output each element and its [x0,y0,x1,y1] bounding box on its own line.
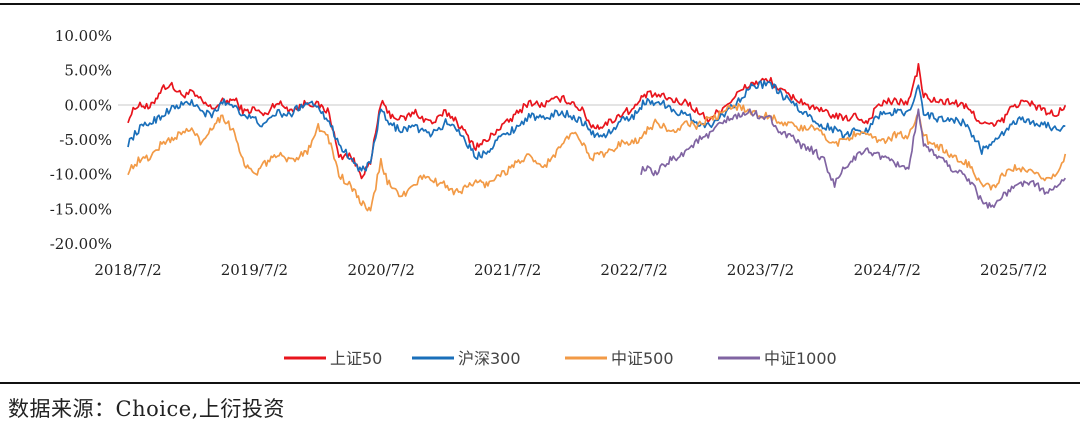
x-axis: 2018/7/2 2019/7/2 2020/7/2 2021/7/2 2022/7/2… [94,261,1047,279]
legend-label: 中证1000 [764,349,837,368]
y-tick-label: -10.00% [50,166,112,184]
x-tick-label: 2023/7/2 [727,261,794,279]
y-tick-label: 5.00% [64,62,112,80]
x-tick-label: 2021/7/2 [474,261,541,279]
legend-label: 上证50 [330,349,382,368]
y-tick-label: -20.00% [50,235,112,253]
x-tick-label: 2020/7/2 [348,261,415,279]
series-line [127,62,1067,180]
y-axis: 10.00% 5.00% 0.00% -5.00% -10.00% -15.00% -20.… [50,27,112,253]
y-tick-label: 0.00% [64,96,112,114]
x-tick-label: 2022/7/2 [600,261,667,279]
x-tick-label: 2024/7/2 [854,261,921,279]
legend: 上证50 沪深300 中证500 中证1000 [284,349,837,368]
y-tick-label: -5.00% [59,131,112,149]
x-tick-label: 2025/7/2 [980,261,1047,279]
x-tick-label: 2018/7/2 [94,261,161,279]
series-line [127,103,1067,212]
x-tick-label: 2019/7/2 [221,261,288,279]
legend-label: 沪深300 [458,349,521,368]
legend-label: 中证500 [611,349,674,368]
y-tick-label: 10.00% [55,27,112,45]
y-tick-label: -15.00% [50,200,112,218]
source-note: 数据来源：Choice,上衍投资 [8,397,285,421]
series-line [127,80,1066,172]
series-line [640,108,1067,209]
series-layer [127,62,1067,212]
